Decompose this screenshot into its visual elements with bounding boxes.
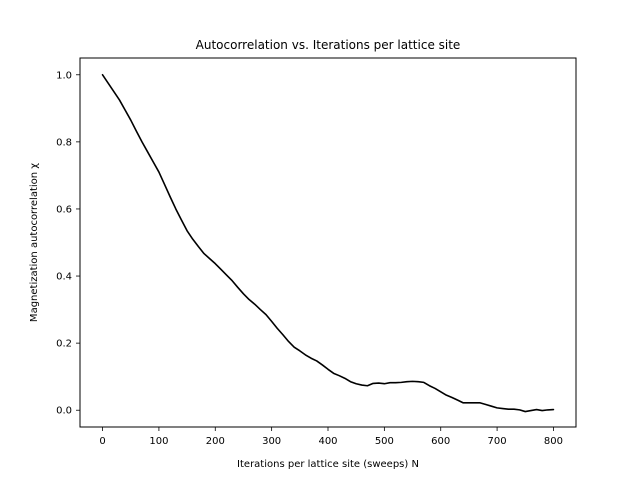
- x-tick-label: 300: [262, 436, 281, 447]
- axes-frame: [79, 57, 577, 428]
- plot-area: [101, 73, 555, 413]
- y-tick-label: 0.2: [56, 339, 72, 350]
- y-tick-label: 1.0: [56, 70, 72, 81]
- y-tick-label: 0.6: [56, 204, 72, 215]
- x-axis-ticks: 0 100 200 300 400 500 600 700 800: [99, 427, 563, 447]
- y-axis-label: Magnetization autocorrelation χ: [29, 163, 40, 322]
- x-tick-label: 500: [375, 436, 394, 447]
- y-tick-label: 0.4: [56, 272, 72, 283]
- x-tick-label: 600: [431, 436, 450, 447]
- x-tick-label: 700: [488, 436, 507, 447]
- x-tick-label: 800: [544, 436, 563, 447]
- y-tick-label: 0.8: [56, 137, 72, 148]
- series-line: [101, 73, 555, 413]
- y-tick-label: 0.0: [56, 406, 72, 417]
- x-tick-label: 0: [99, 436, 105, 447]
- y-axis-ticks: 0.0 0.2 0.4 0.6 0.8 1.0: [56, 70, 80, 417]
- x-tick-label: 400: [318, 436, 337, 447]
- chart-title: Autocorrelation vs. Iterations per latti…: [196, 38, 461, 52]
- x-tick-label: 100: [149, 436, 168, 447]
- x-tick-label: 200: [206, 436, 225, 447]
- x-axis-label: Iterations per lattice site (sweeps) N: [237, 459, 419, 470]
